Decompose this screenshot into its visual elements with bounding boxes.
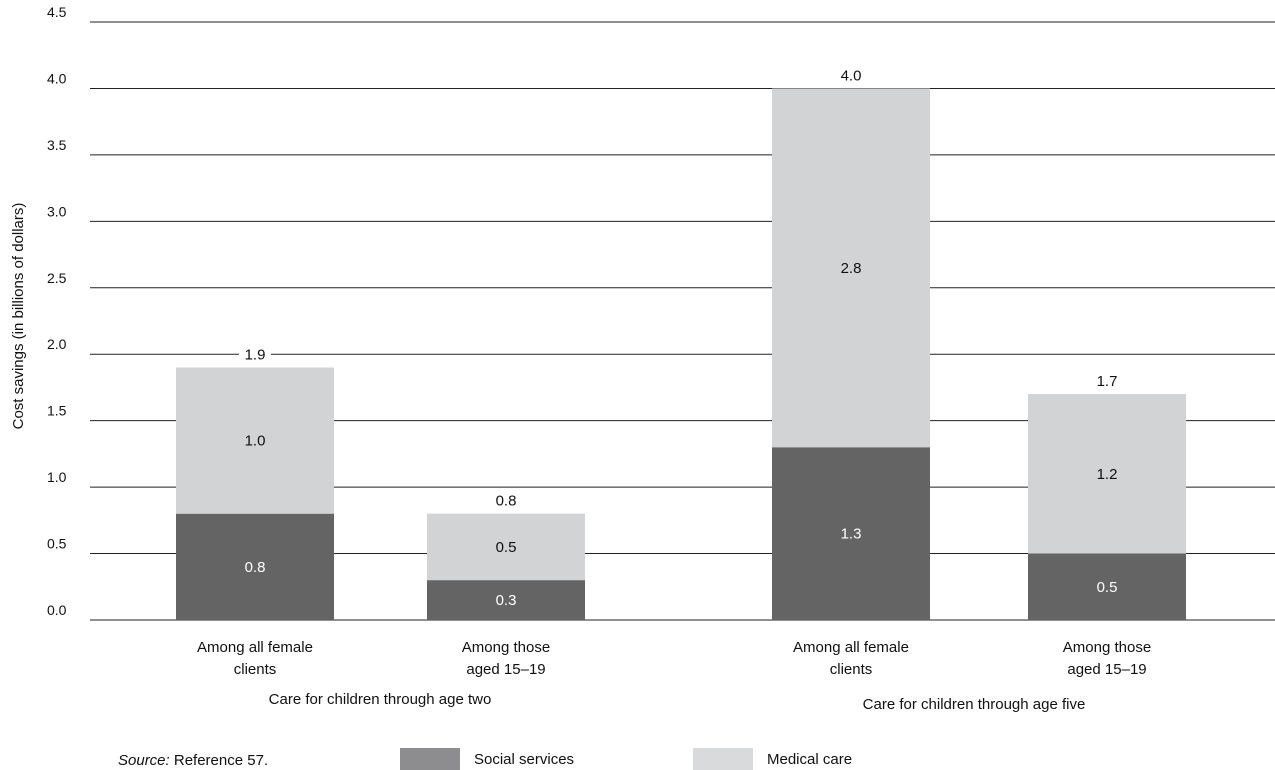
total-label-bg bbox=[835, 66, 867, 85]
source-text: Reference 57. bbox=[169, 752, 269, 769]
y-tick-label: 0.5 bbox=[47, 536, 67, 552]
legend-swatch-medical-care bbox=[693, 748, 753, 770]
bars bbox=[176, 88, 1186, 620]
total-value-label: 1.9 bbox=[245, 347, 266, 364]
x-category-label: Among all female bbox=[793, 639, 909, 656]
legend-item-social-services: Social services bbox=[400, 748, 574, 770]
y-tick-label: 3.0 bbox=[47, 203, 67, 219]
y-tick-label: 2.5 bbox=[47, 270, 67, 286]
x-category-label: clients bbox=[234, 661, 277, 678]
bar-segment bbox=[772, 447, 930, 620]
total-label-bg bbox=[239, 345, 271, 364]
y-tick-label: 2.0 bbox=[47, 336, 67, 352]
segment-value-label: 1.2 bbox=[1097, 466, 1118, 483]
bar-segment bbox=[427, 513, 585, 581]
bar-segment bbox=[176, 513, 334, 620]
total-value-label: 1.7 bbox=[1097, 373, 1118, 390]
total-value-label: 4.0 bbox=[841, 67, 862, 84]
y-axis-label: Cost savings (in billions of dollars) bbox=[10, 203, 27, 430]
legend-label-social-services: Social services bbox=[474, 751, 575, 768]
source-note: Source: Reference 57. bbox=[118, 752, 268, 769]
legend-swatch-social-services bbox=[400, 748, 460, 770]
segment-value-label: 0.5 bbox=[496, 539, 517, 556]
x-group-label: Care for children through age two bbox=[269, 691, 492, 708]
x-category-label: Among those bbox=[462, 639, 550, 656]
segment-value-label: 1.0 bbox=[245, 433, 266, 450]
segment-value-label: 0.5 bbox=[1097, 579, 1118, 596]
y-tick-label: 1.5 bbox=[47, 403, 67, 419]
chart-footer: Source: Reference 57. Social services Me… bbox=[0, 748, 1275, 770]
total-value-label: 0.8 bbox=[496, 493, 517, 510]
y-tick-label: 4.5 bbox=[47, 4, 67, 20]
stacked-bar-chart: 0.0 0.5 1.0 1.5 2.0 2.5 3.0 3.5 4.0 4.5 0.8 1.0 1.9 A… bbox=[10, 4, 1275, 713]
bar-segment bbox=[427, 580, 585, 620]
segment-value-label: 2.8 bbox=[841, 260, 862, 277]
total-label-bg bbox=[1091, 372, 1123, 391]
y-tick-label: 1.0 bbox=[47, 469, 67, 485]
y-tick-label: 0.0 bbox=[47, 602, 67, 618]
x-category-label: Among all female bbox=[197, 639, 313, 656]
source-prefix: Source: bbox=[118, 752, 170, 769]
legend-label-medical-care: Medical care bbox=[767, 751, 853, 768]
x-category-label: aged 15–19 bbox=[1067, 661, 1146, 678]
legend-item-medical-care: Medical care bbox=[693, 748, 852, 770]
segment-value-label: 0.3 bbox=[496, 592, 517, 609]
bar-segment bbox=[1028, 553, 1186, 620]
bar-segment bbox=[1028, 394, 1186, 554]
x-category-label: Among those bbox=[1063, 639, 1151, 656]
segment-value-label: 0.8 bbox=[245, 559, 266, 576]
segment-value-label: 1.3 bbox=[841, 526, 862, 543]
total-label-bg bbox=[490, 491, 522, 510]
y-tick-label: 4.0 bbox=[47, 70, 67, 86]
x-category-label: clients bbox=[830, 661, 873, 678]
labels: 0.0 0.5 1.0 1.5 2.0 2.5 3.0 3.5 4.0 4.5 0.8 1.0 1.9 A… bbox=[47, 4, 1151, 713]
x-group-label: Care for children through age five bbox=[863, 696, 1086, 713]
y-tick-label: 3.5 bbox=[47, 137, 67, 153]
bar-segment bbox=[176, 367, 334, 514]
bar-segment bbox=[772, 88, 930, 448]
x-category-label: aged 15–19 bbox=[466, 661, 545, 678]
